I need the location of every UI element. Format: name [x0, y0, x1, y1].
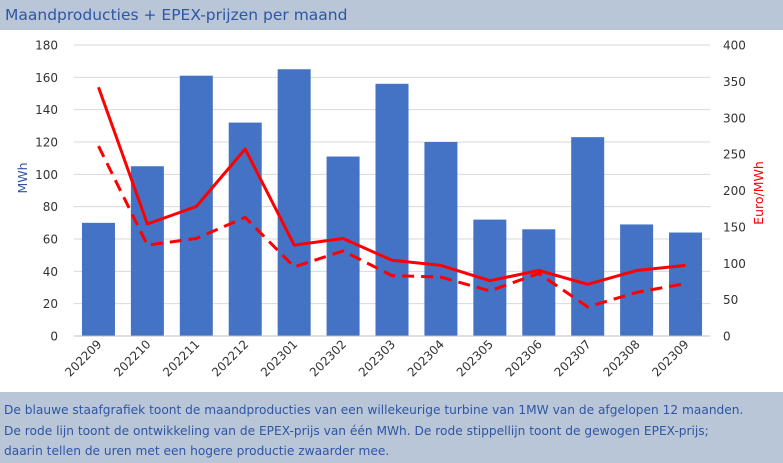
y2-tick-label: 300 [723, 111, 746, 125]
x-tick-label: 202309 [649, 337, 691, 379]
bar-series-production [81, 69, 703, 336]
bar-202303 [375, 83, 409, 336]
caption-line-1: De blauwe staafgrafiek toont de maandpro… [4, 403, 744, 417]
y-tick-label: 100 [35, 168, 58, 182]
y2-axis-label: Euro/MWh [751, 161, 766, 225]
x-tick-label: 202307 [552, 337, 594, 379]
caption-line-3: daarin tellen de uren met een hogere pro… [4, 444, 390, 458]
bar-202209 [81, 222, 115, 336]
y2-tick-label: 0 [723, 330, 731, 344]
line-series-prices [97, 86, 686, 309]
y-axis-label: MWh [15, 162, 30, 193]
y-tick-label: 180 [35, 39, 58, 53]
x-tick-label: 202210 [111, 337, 153, 379]
caption-line-2: De rode lijn toont de ontwikkeling van d… [4, 423, 709, 438]
chart-title: Maandproducties + EPEX-prijzen per maand [5, 6, 348, 24]
y2-tick-label: 400 [723, 39, 746, 53]
y-tick-label: 120 [35, 136, 58, 150]
y-tick-label: 160 [35, 71, 58, 85]
x-tick-label: 202301 [258, 337, 300, 379]
y-tick-label: 0 [50, 330, 58, 344]
x-tick-label: 202209 [62, 337, 104, 379]
y2-tick-label: 350 [723, 75, 746, 89]
y-tick-label: 80 [43, 200, 58, 214]
bar-202301 [277, 69, 311, 336]
y2-tick-label: 150 [723, 220, 746, 234]
chart-area: 0 20 40 60 80 100 120 140 160 180 0 50 100 150 200 250 3… [0, 30, 783, 392]
x-tick-label: 202305 [454, 337, 496, 379]
y-tick-label: 140 [35, 103, 58, 117]
y2-tick-label: 250 [723, 148, 746, 162]
bar-202308 [620, 224, 654, 336]
x-tick-label: 202303 [356, 337, 398, 379]
x-tick-label: 202211 [160, 337, 202, 379]
bar-202304 [424, 142, 458, 336]
x-tick-label: 202304 [405, 337, 447, 379]
y2-tick-label: 200 [723, 184, 746, 198]
x-tick-label: 202212 [209, 337, 251, 379]
chart-caption: De blauwe staafgrafiek toont de maandpro… [0, 392, 783, 463]
bar-202302 [326, 156, 360, 336]
x-tick-label: 202306 [503, 337, 545, 379]
price-line [97, 86, 686, 286]
y2-tick-label: 50 [723, 293, 738, 307]
x-tick-label: 202308 [600, 337, 642, 379]
combo-chart: 0 20 40 60 80 100 120 140 160 180 0 50 100 150 200 250 3… [15, 39, 766, 380]
chart-title-bar: Maandproducties + EPEX-prijzen per maand [0, 0, 783, 30]
y-tick-label: 20 [43, 297, 58, 311]
y-tick-label: 40 [43, 265, 58, 279]
y2-tick-label: 100 [723, 257, 746, 271]
weighted-price-line [97, 145, 686, 309]
x-tick-label: 202302 [307, 337, 349, 379]
y-tick-label: 60 [43, 233, 58, 247]
